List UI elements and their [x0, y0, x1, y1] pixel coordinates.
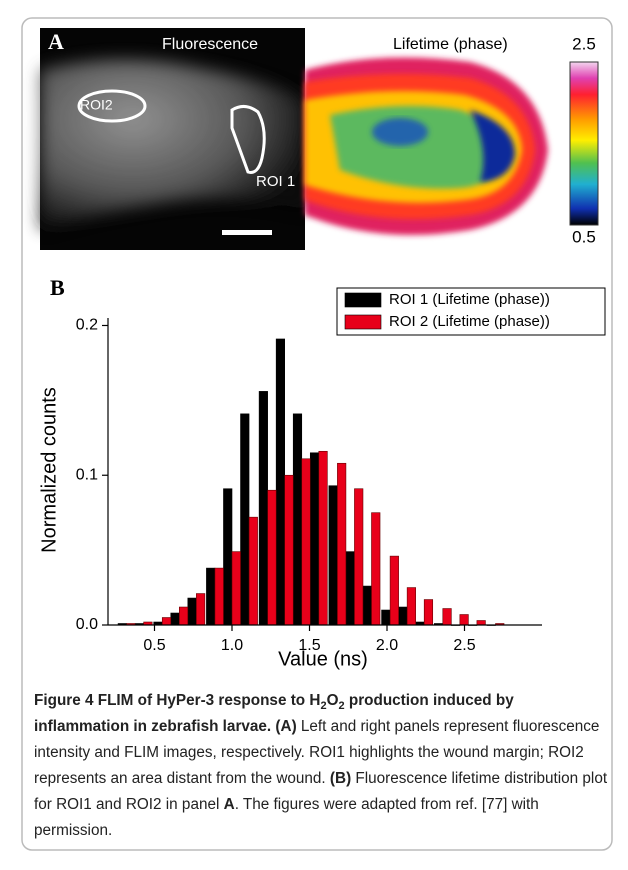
x-axis-title: Value (ns) [278, 648, 368, 670]
bar [292, 413, 303, 626]
bar [371, 512, 381, 626]
bar [214, 567, 224, 626]
bar [240, 413, 250, 626]
caption: Figure 4 FLIM of HyPer-3 response to H2O… [34, 688, 608, 844]
frame [21, 17, 613, 851]
fluorescence-image [40, 28, 305, 250]
bar [196, 593, 206, 626]
legend-swatch [344, 314, 382, 330]
bar [354, 488, 364, 626]
y-axis-title: Normalized counts [38, 387, 60, 553]
colorbar-label: 2.5 [572, 34, 596, 53]
legend-swatch [344, 292, 382, 308]
bar [345, 551, 355, 626]
bar [459, 614, 469, 626]
text: . The figures were adapted from ref. [77… [34, 796, 539, 839]
bar [275, 338, 285, 626]
panel-label: A [48, 29, 64, 54]
bar [258, 391, 268, 626]
plot: 0.0 0.1 0.2 0.5 1.0 1.5 2.0 2.5 ROI 1 (Lifetime … [76, 287, 606, 654]
bar [231, 551, 241, 626]
image-title: Fluorescence [162, 36, 258, 53]
text: 2 [320, 700, 327, 713]
bar [337, 462, 347, 626]
bar [206, 567, 216, 626]
caption-title: Figure 4 FLIM of HyPer-3 response to H2O… [34, 692, 514, 735]
bar [284, 474, 294, 626]
bar [389, 555, 399, 626]
caption-body: (A) Left and right panels represent fluo… [34, 718, 607, 839]
bar [442, 608, 452, 626]
roi-label: ROI2 [80, 97, 113, 113]
text: (B) [329, 770, 352, 787]
text: A [223, 796, 235, 813]
lifetime-image [305, 57, 548, 235]
text: Fluorescence lifetime distribution plot … [34, 770, 608, 813]
bar [328, 485, 338, 626]
text: (A) [275, 718, 297, 735]
x-tick-label: 1.0 [221, 637, 243, 654]
y-tick-label: 0.2 [76, 317, 98, 334]
bar [179, 606, 189, 626]
legend [336, 287, 606, 336]
x-tick-label: 2.0 [376, 637, 398, 654]
text: Figure 4 FLIM of HyPer-3 response to H [34, 692, 321, 709]
colorbar-label: 0.5 [572, 227, 596, 246]
bar [381, 609, 391, 626]
bar [161, 617, 172, 626]
bar [267, 489, 277, 626]
bar [362, 585, 372, 626]
text: 2 [338, 700, 345, 713]
bar [476, 620, 486, 626]
bar [318, 450, 328, 626]
bar [309, 452, 320, 626]
panel-label: B [50, 275, 65, 300]
text: production induced by inflammation in ze… [34, 692, 514, 735]
bar [423, 599, 434, 626]
text: O [326, 692, 339, 709]
bar [187, 597, 197, 626]
bar [248, 516, 258, 626]
image-title: Lifetime (phase) [393, 36, 508, 53]
x-tick-label: 1.5 [298, 637, 320, 654]
bar [406, 587, 416, 626]
bar [398, 606, 408, 626]
bar [170, 612, 180, 626]
bar [223, 488, 233, 626]
roi-label: ROI 1 [256, 173, 295, 190]
text: Left and right panels represent fluoresc… [34, 718, 600, 787]
legend-label: ROI 2 (Lifetime (phase)) [389, 313, 550, 330]
x-tick-label: 0.5 [143, 637, 165, 654]
bar [301, 458, 311, 626]
y-tick-label: 0.1 [76, 466, 98, 483]
legend-label: ROI 1 (Lifetime (phase)) [389, 291, 550, 308]
y-tick-label: 0.0 [76, 616, 98, 633]
colorbar [569, 61, 599, 226]
x-tick-label: 2.5 [453, 637, 475, 654]
